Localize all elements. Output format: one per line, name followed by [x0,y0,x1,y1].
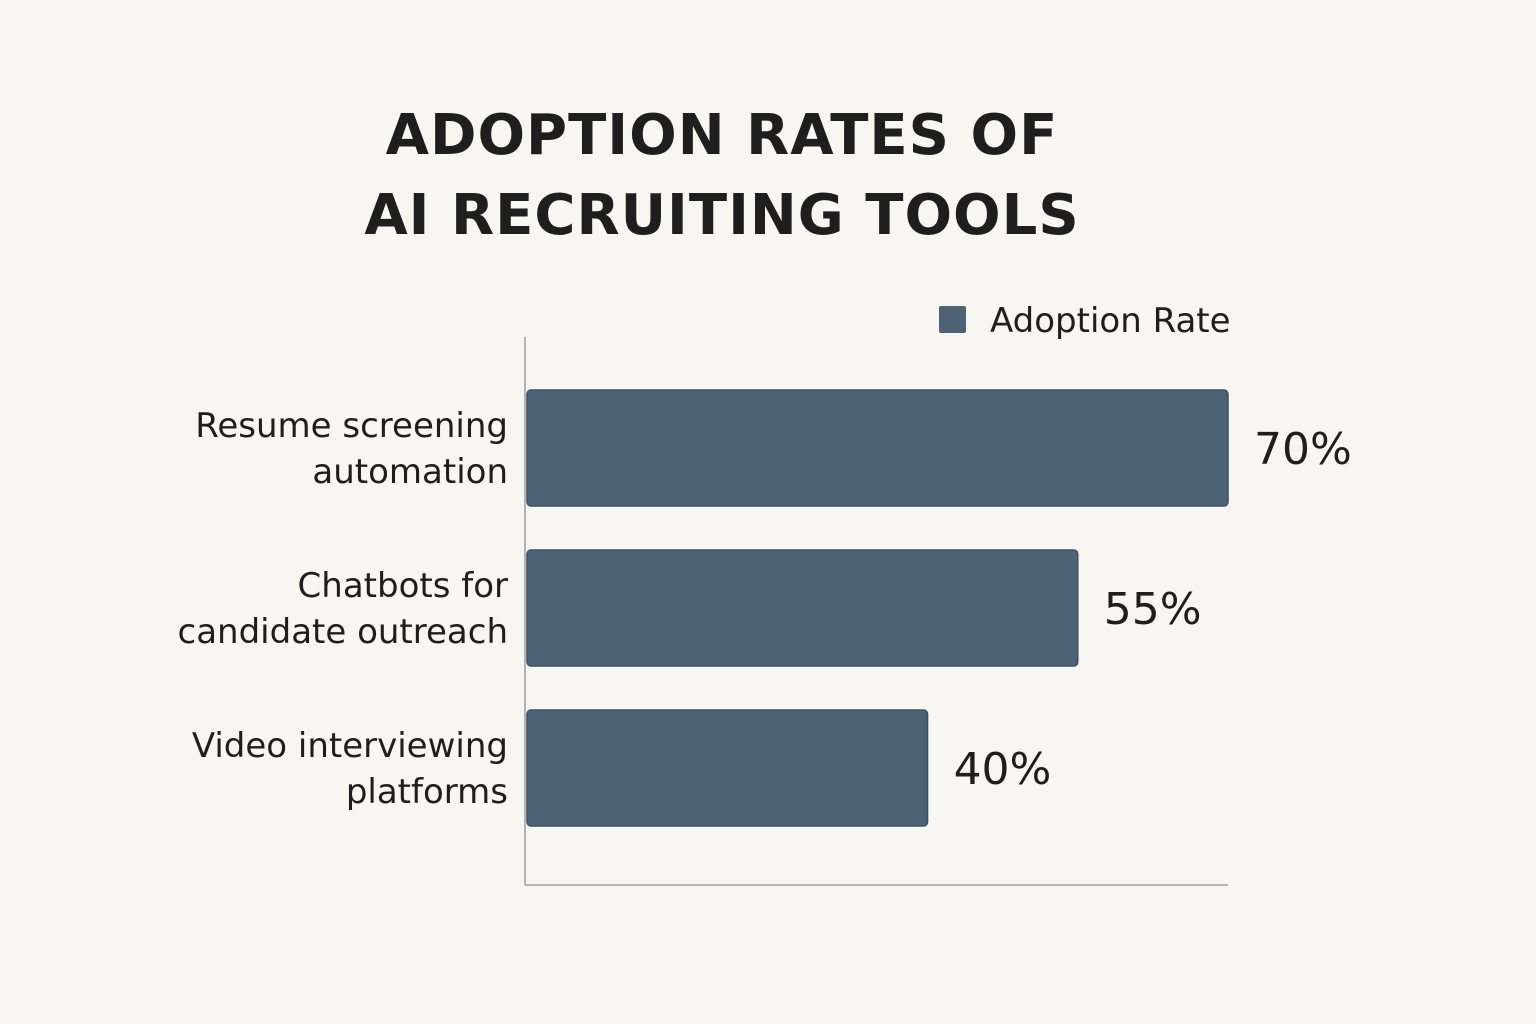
chart-title: ADOPTION RATES OF AI RECRUITING TOOLS [330,96,1114,256]
chart-title-line-2: AI RECRUITING TOOLS [364,183,1080,248]
value-label-2: 55% [1104,584,1202,635]
category-label-1-line-2: automation [312,452,508,492]
category-label-3-line-1: Video interviewing [192,726,508,766]
legend-label: Adoption Rate [990,301,1231,341]
category-label-2-line-2: candidate outreach [178,612,509,652]
category-label-1-line-1: Resume screening [195,406,508,446]
bar-3 [526,709,929,827]
value-labels: 70% 55% 40% [954,424,1352,795]
bars [526,389,1229,827]
value-label-1: 70% [1254,424,1352,475]
chart-title-line-1: ADOPTION RATES OF [385,103,1059,168]
value-label-3: 40% [954,744,1052,795]
category-label-3-line-2: platforms [346,772,508,812]
bar-2 [526,549,1079,667]
category-label-2-line-1: Chatbots for [298,566,508,606]
legend-swatch [939,306,966,333]
bar-1 [526,389,1229,507]
legend: Adoption Rate [939,301,1231,341]
category-labels: Resume screening automation Chatbots for ca… [178,406,509,812]
